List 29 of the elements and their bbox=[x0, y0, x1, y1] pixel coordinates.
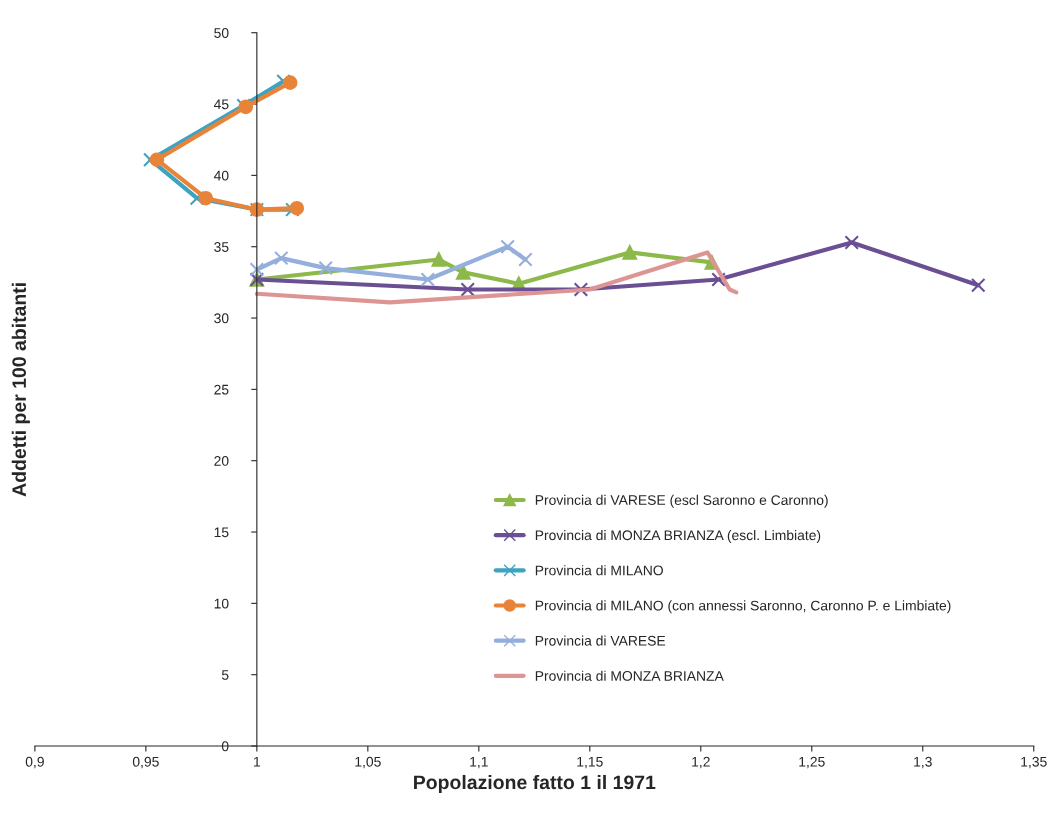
x-tick-label: 1,3 bbox=[914, 756, 932, 769]
x-tick-label: 1,25 bbox=[799, 756, 825, 769]
legend-label: Provincia di VARESE bbox=[535, 635, 666, 646]
x-tick-label: 1,1 bbox=[470, 756, 488, 769]
x-tick-label: 1,2 bbox=[692, 756, 710, 769]
x-tick-label: 1,15 bbox=[577, 756, 603, 769]
x-axis-title: Popolazione fatto 1 il 1971 bbox=[414, 774, 656, 794]
x-tick-label: 1,05 bbox=[355, 756, 381, 769]
y-axis-title: Addetti per 100 abitanti bbox=[11, 283, 30, 497]
x-tick-label: 0,9 bbox=[25, 756, 44, 769]
x-tick-label: 0,95 bbox=[132, 756, 159, 769]
y-tick-label: 50 bbox=[214, 28, 229, 38]
legend-label: Provincia di VARESE (escl Saronno e Caronno) bbox=[535, 494, 828, 508]
y-tick-label: 0 bbox=[221, 741, 229, 752]
legend-label: Provincia di MONZA BRIANZA (escl. Limbiate) bbox=[535, 529, 821, 543]
y-tick-label: 15 bbox=[214, 527, 229, 538]
y-tick-label: 5 bbox=[221, 670, 229, 680]
y-tick-label: 10 bbox=[214, 598, 229, 609]
x-tick-label: 1,35 bbox=[1021, 756, 1047, 769]
y-tick-label: 40 bbox=[213, 170, 229, 181]
legend-label: Provincia di MONZA BRIANZA bbox=[535, 670, 724, 681]
y-tick-label: 45 bbox=[213, 99, 229, 110]
legend-label: Provincia di MILANO bbox=[535, 565, 663, 576]
legend-label: Provincia di MILANO (con annessi Saronno, Caronno P. e Limbiate) bbox=[535, 600, 951, 614]
y-tick-label: 30 bbox=[214, 313, 229, 324]
x-tick-label: 1 bbox=[254, 756, 261, 767]
y-tick-label: 35 bbox=[214, 242, 229, 252]
y-tick-label: 20 bbox=[214, 456, 229, 466]
y-tick-label: 25 bbox=[214, 384, 229, 395]
